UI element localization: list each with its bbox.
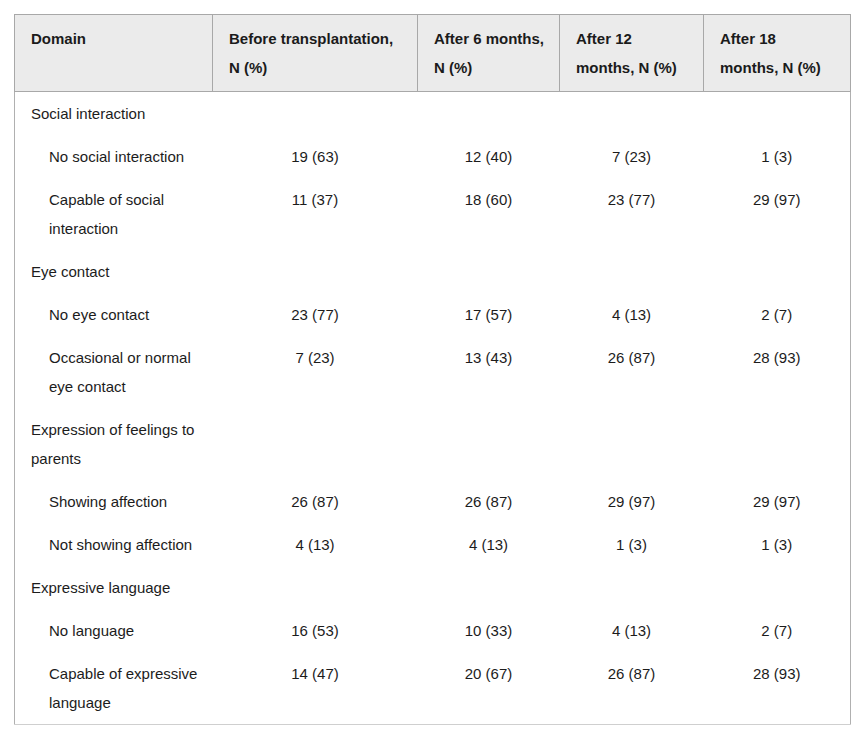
- empty-cell: [213, 250, 418, 293]
- value-cell: 7 (23): [213, 336, 418, 408]
- value-cell: 23 (77): [560, 178, 704, 250]
- row-label: Not showing affection: [15, 523, 213, 566]
- table-row: Capable of expressive language14 (47)20 …: [15, 652, 851, 725]
- empty-cell: [213, 408, 418, 480]
- empty-cell: [560, 92, 704, 136]
- value-cell: 29 (97): [704, 178, 851, 250]
- row-label: No eye contact: [15, 293, 213, 336]
- table-row: No social interaction19 (63)12 (40)7 (23…: [15, 135, 851, 178]
- row-label: Occasional or normal eye contact: [15, 336, 213, 408]
- value-cell: 26 (87): [560, 336, 704, 408]
- table-row: No language16 (53)10 (33)4 (13)2 (7): [15, 609, 851, 652]
- outcomes-table: Domain Before transplantation, N (%) Aft…: [14, 14, 851, 725]
- table-row: Not showing affection4 (13)4 (13)1 (3)1 …: [15, 523, 851, 566]
- value-cell: 10 (33): [418, 609, 560, 652]
- empty-cell: [704, 250, 851, 293]
- col-header-after-12-months: After 12 months, N (%): [560, 15, 704, 92]
- row-label: Capable of expressive language: [15, 652, 213, 725]
- value-cell: 12 (40): [418, 135, 560, 178]
- empty-cell: [560, 250, 704, 293]
- empty-cell: [418, 566, 560, 609]
- table-row: Capable of social interaction11 (37)18 (…: [15, 178, 851, 250]
- value-cell: 1 (3): [704, 523, 851, 566]
- value-cell: 14 (47): [213, 652, 418, 725]
- value-cell: 1 (3): [704, 135, 851, 178]
- domain-section-label: Expressive language: [15, 566, 213, 609]
- empty-cell: [560, 566, 704, 609]
- col-header-before-transplantation: Before transplantation, N (%): [213, 15, 418, 92]
- value-cell: 2 (7): [704, 293, 851, 336]
- table-body: Social interactionNo social interaction1…: [15, 92, 851, 725]
- domain-section-row: Expressive language: [15, 566, 851, 609]
- table-header: Domain Before transplantation, N (%) Aft…: [15, 15, 851, 92]
- empty-cell: [704, 92, 851, 136]
- value-cell: 29 (97): [560, 480, 704, 523]
- table-row: Showing affection26 (87)26 (87)29 (97)29…: [15, 480, 851, 523]
- value-cell: 23 (77): [213, 293, 418, 336]
- row-label: No language: [15, 609, 213, 652]
- col-header-after-6-months: After 6 months, N (%): [418, 15, 560, 92]
- value-cell: 1 (3): [560, 523, 704, 566]
- empty-cell: [418, 92, 560, 136]
- value-cell: 16 (53): [213, 609, 418, 652]
- col-header-domain: Domain: [15, 15, 213, 92]
- value-cell: 28 (93): [704, 336, 851, 408]
- domain-section-label: Social interaction: [15, 92, 213, 136]
- value-cell: 4 (13): [418, 523, 560, 566]
- empty-cell: [213, 92, 418, 136]
- header-row: Domain Before transplantation, N (%) Aft…: [15, 15, 851, 92]
- value-cell: 4 (13): [213, 523, 418, 566]
- value-cell: 19 (63): [213, 135, 418, 178]
- value-cell: 17 (57): [418, 293, 560, 336]
- value-cell: 26 (87): [560, 652, 704, 725]
- domain-section-label: Eye contact: [15, 250, 213, 293]
- row-label: Capable of social interaction: [15, 178, 213, 250]
- row-label: No social interaction: [15, 135, 213, 178]
- empty-cell: [704, 408, 851, 480]
- empty-cell: [560, 408, 704, 480]
- value-cell: 4 (13): [560, 609, 704, 652]
- table-row: No eye contact23 (77)17 (57)4 (13)2 (7): [15, 293, 851, 336]
- empty-cell: [704, 566, 851, 609]
- value-cell: 20 (67): [418, 652, 560, 725]
- value-cell: 11 (37): [213, 178, 418, 250]
- empty-cell: [213, 566, 418, 609]
- value-cell: 26 (87): [213, 480, 418, 523]
- value-cell: 18 (60): [418, 178, 560, 250]
- empty-cell: [418, 408, 560, 480]
- domain-section-row: Eye contact: [15, 250, 851, 293]
- value-cell: 13 (43): [418, 336, 560, 408]
- value-cell: 4 (13): [560, 293, 704, 336]
- row-label: Showing affection: [15, 480, 213, 523]
- table-row: Occasional or normal eye contact7 (23)13…: [15, 336, 851, 408]
- article-table-page: Domain Before transplantation, N (%) Aft…: [0, 0, 864, 754]
- value-cell: 29 (97): [704, 480, 851, 523]
- empty-cell: [418, 250, 560, 293]
- value-cell: 2 (7): [704, 609, 851, 652]
- value-cell: 28 (93): [704, 652, 851, 725]
- domain-section-label: Expression of feelings to parents: [15, 408, 213, 480]
- col-header-after-18-months: After 18 months, N (%): [704, 15, 851, 92]
- value-cell: 7 (23): [560, 135, 704, 178]
- value-cell: 26 (87): [418, 480, 560, 523]
- domain-section-row: Expression of feelings to parents: [15, 408, 851, 480]
- domain-section-row: Social interaction: [15, 92, 851, 136]
